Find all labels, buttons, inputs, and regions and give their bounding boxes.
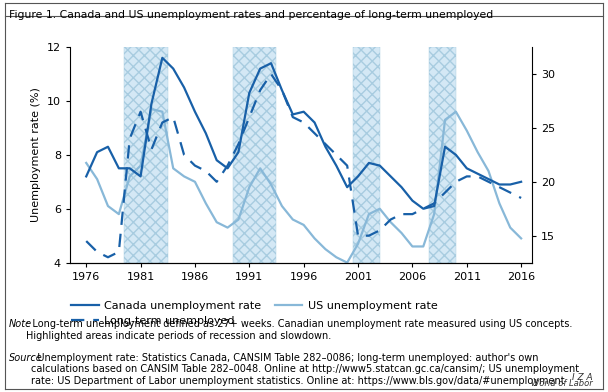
Text: I Z A: I Z A: [572, 373, 593, 382]
Text: Note: Note: [9, 319, 32, 330]
Y-axis label: Unemployment rate (%): Unemployment rate (%): [31, 87, 41, 222]
Bar: [429, 47, 456, 263]
Bar: [353, 47, 380, 263]
Text: World of Labor: World of Labor: [531, 379, 593, 388]
Bar: [124, 47, 168, 263]
Text: Figure 1. Canada and US unemployment rates and percentage of long-term unemploye: Figure 1. Canada and US unemployment rat…: [9, 10, 493, 20]
Text: Source: Source: [9, 353, 43, 363]
Text: : Unemployment rate: Statistics Canada, CANSIM Table 282–0086; long-term unemplo: : Unemployment rate: Statistics Canada, …: [31, 353, 579, 386]
Bar: [233, 47, 277, 263]
Text: : Long-term unemployment defined as 27+ weeks. Canadian unemployment rate measur: : Long-term unemployment defined as 27+ …: [26, 319, 573, 341]
Legend: Canada unemployment rate, Long-term unemployed, US unemployment rate: Canada unemployment rate, Long-term unem…: [71, 301, 438, 326]
